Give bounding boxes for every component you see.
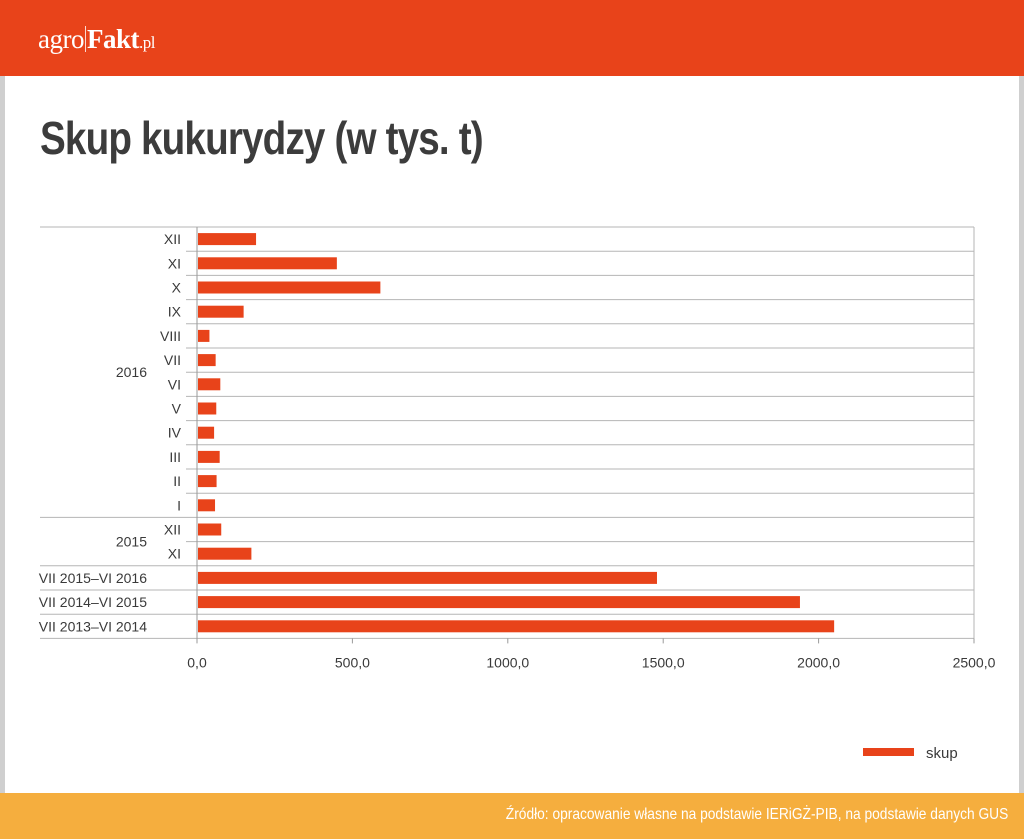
category-label: VII 2015–VI 2016 xyxy=(39,570,147,586)
category-label: V xyxy=(172,401,182,417)
bar xyxy=(198,450,220,463)
bar xyxy=(198,233,257,246)
bar xyxy=(198,257,337,270)
bar xyxy=(198,571,657,584)
category-label: VII 2013–VI 2014 xyxy=(39,618,147,634)
logo-fakt: Fakt xyxy=(86,24,140,54)
bar xyxy=(198,329,210,342)
frame-right xyxy=(1019,76,1024,793)
legend-label: skup xyxy=(926,745,958,762)
bar xyxy=(198,620,835,633)
legend-swatch xyxy=(863,748,914,756)
bar xyxy=(198,354,216,367)
bar xyxy=(198,281,381,294)
category-label: XII xyxy=(164,231,181,247)
bar xyxy=(198,402,217,415)
logo-tld: .pl xyxy=(138,33,155,52)
category-label: IX xyxy=(168,304,182,320)
group-label: 2016 xyxy=(116,364,147,380)
category-label: III xyxy=(169,449,181,465)
x-tick-label: 2000,0 xyxy=(797,654,840,670)
x-tick-label: 2500,0 xyxy=(953,654,996,670)
category-label: VII 2014–VI 2015 xyxy=(39,594,147,610)
bar xyxy=(198,547,252,560)
x-tick-label: 1500,0 xyxy=(642,654,685,670)
bar xyxy=(198,475,217,488)
category-label: VII xyxy=(164,352,181,368)
bar xyxy=(198,499,216,512)
category-label: II xyxy=(173,473,181,489)
group-label: 2015 xyxy=(116,534,147,550)
bar xyxy=(198,305,244,318)
chart-title: Skup kukurydzy (w tys. t) xyxy=(40,112,484,164)
bar xyxy=(198,523,222,536)
x-tick-label: 1000,0 xyxy=(486,654,529,670)
category-label: XII xyxy=(164,522,181,538)
category-label: VI xyxy=(168,376,181,392)
category-label: XI xyxy=(168,546,181,562)
x-tick-label: 0,0 xyxy=(187,654,207,670)
source-note: Źródło: opracowanie własne na podstawie … xyxy=(505,806,1008,823)
agrofakt-logo[interactable]: agro Fakt.pl xyxy=(38,24,155,58)
x-tick-label: 500,0 xyxy=(335,654,370,670)
bar xyxy=(198,378,221,391)
category-label: VIII xyxy=(160,328,181,344)
logo-separator xyxy=(84,26,86,52)
category-label: X xyxy=(172,280,182,296)
frame-left xyxy=(0,76,5,793)
bar xyxy=(198,426,215,439)
footer-bar: Źródło: opracowanie własne na podstawie … xyxy=(0,793,1024,839)
header-bar: agro Fakt.pl xyxy=(0,0,1024,76)
category-label: IV xyxy=(168,425,182,441)
category-label: I xyxy=(177,497,181,513)
category-label: XI xyxy=(168,255,181,271)
logo-agro: agro xyxy=(38,24,84,54)
bar xyxy=(198,596,800,609)
